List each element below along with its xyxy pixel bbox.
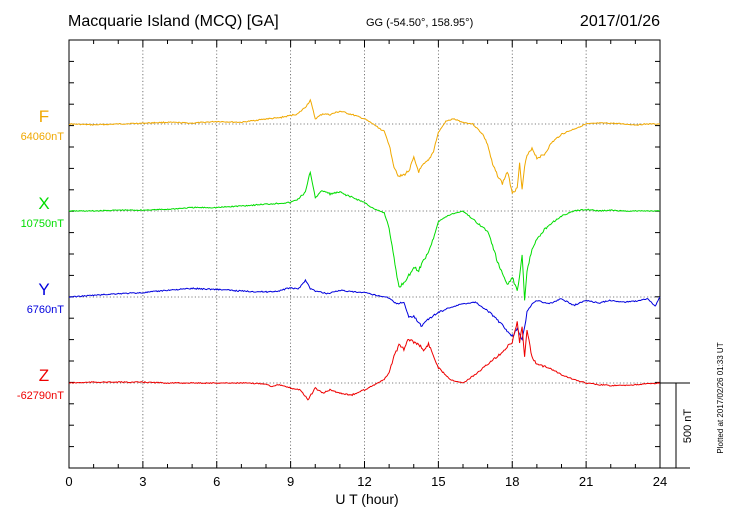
series-group (68, 98, 661, 401)
x-tick-label: 0 (65, 474, 72, 489)
axis-ticks: 0 3 6 9 12 15 18 21 24 (65, 39, 667, 489)
series-line-x (68, 170, 661, 301)
series-name-z: Z (39, 366, 49, 385)
series-baseline-x: 10750nT (21, 218, 65, 230)
x-tick-label: 24 (653, 474, 667, 489)
x-tick-label: 12 (357, 474, 371, 489)
station-title: Macquarie Island (MCQ) [GA] (68, 13, 279, 30)
date-label: 2017/01/26 (580, 13, 660, 30)
scale-bar-label: 500 nT (682, 409, 694, 444)
x-axis-label: U T (hour) (335, 491, 398, 507)
coordinates-label: GG (-54.50°, 158.95°) (366, 17, 473, 29)
series-baseline-z: -62790nT (17, 390, 64, 402)
x-tick-label: 15 (431, 474, 445, 489)
plotted-at-note: Plotted at 2017/02/26 01:33 UT (716, 342, 725, 453)
series-baseline-f: 64060nT (21, 131, 65, 143)
x-tick-label: 21 (579, 474, 593, 489)
x-tick-label: 3 (139, 474, 146, 489)
series-name-x: X (38, 194, 49, 213)
x-tick-label: 6 (213, 474, 220, 489)
x-tick-label: 18 (505, 474, 519, 489)
series-baseline-y: 6760nT (27, 304, 65, 316)
grid (69, 40, 660, 468)
series-line-f (68, 98, 660, 195)
series-line-y (68, 278, 661, 341)
x-tick-label: 9 (287, 474, 294, 489)
series-line-z (69, 321, 661, 401)
series-labels: F 64060nT X 10750nT Y 6760nT Z -62790nT (17, 107, 64, 402)
series-name-y: Y (38, 280, 49, 299)
series-name-f: F (39, 107, 49, 126)
